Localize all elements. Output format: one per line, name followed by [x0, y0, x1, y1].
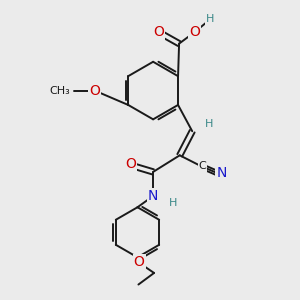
Text: O: O	[89, 84, 100, 98]
Text: H: H	[205, 119, 213, 129]
Text: H: H	[169, 198, 178, 208]
Text: H: H	[206, 14, 214, 24]
Text: C: C	[199, 160, 206, 171]
Text: O: O	[153, 25, 164, 39]
Text: N: N	[216, 166, 226, 180]
Text: CH₃: CH₃	[50, 85, 70, 96]
Text: O: O	[134, 255, 145, 269]
Text: N: N	[148, 189, 158, 203]
Text: O: O	[125, 157, 136, 171]
Text: O: O	[189, 25, 200, 39]
